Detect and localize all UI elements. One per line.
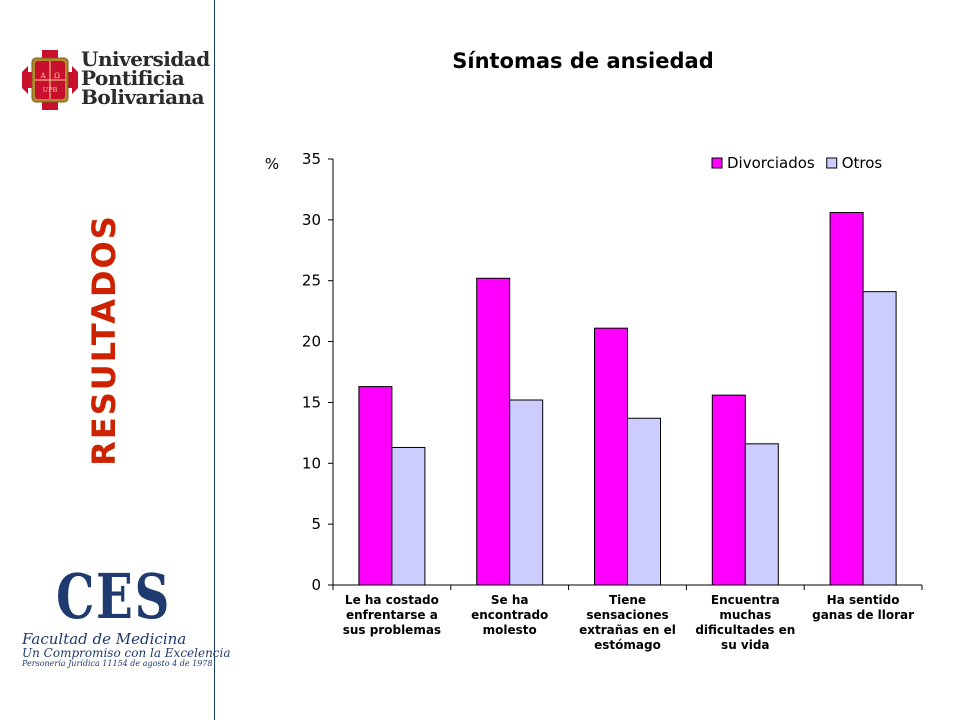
bar-otros <box>862 291 897 586</box>
x-tick-label: muchas <box>719 608 771 622</box>
x-tick-label: Se ha <box>491 593 529 607</box>
upb-crest-icon <box>22 50 78 110</box>
x-tick-label: Tiene <box>609 593 646 607</box>
crest-lettering: A Ω UPB <box>39 72 60 94</box>
legend-swatch <box>711 157 723 169</box>
bar-divorciados <box>358 386 393 586</box>
university-line: Universidad <box>81 47 210 71</box>
crest-letter: Ω <box>54 72 60 80</box>
ces-faculty: Facultad de Medicina <box>22 630 187 648</box>
bar-otros <box>391 446 426 586</box>
bar-divorciados <box>829 212 864 586</box>
crest-letter: UPB <box>43 86 58 94</box>
x-tick-label: estómago <box>594 638 661 652</box>
y-tick-label: 20 <box>302 333 321 351</box>
bar-divorciados <box>711 394 746 586</box>
x-tick-label: dificultades en <box>695 623 795 637</box>
ces-motto: Un Compromiso con la Excelencia <box>22 646 231 660</box>
chart-title: Síntomas de ansiedad <box>452 49 714 73</box>
y-tick-label: 35 <box>302 150 321 168</box>
y-tick-label: 5 <box>311 515 321 533</box>
university-line: Pontificia <box>81 66 185 90</box>
university-line: Bolivariana <box>81 85 205 109</box>
bar-otros <box>744 443 779 586</box>
sidebar-divider <box>214 0 215 720</box>
ces-logo-letters: CES <box>56 560 171 633</box>
ces-legal-text: Personería Jurídica 11154 de agosto 4 de… <box>22 659 213 668</box>
x-tick-label: ganas de llorar <box>812 608 914 622</box>
y-tick-label: 30 <box>302 211 321 229</box>
bar-otros <box>627 417 661 586</box>
x-tick-label: su vida <box>721 638 770 652</box>
legend-label: Otros <box>842 154 883 172</box>
x-tick-label: Ha sentido <box>827 593 900 607</box>
x-tick-label: molesto <box>483 623 537 637</box>
y-tick-label: 0 <box>311 576 321 594</box>
y-axis-label: % <box>265 155 279 173</box>
y-tick-label: 10 <box>302 454 321 472</box>
bar-otros <box>509 399 544 586</box>
y-tick-label: 15 <box>302 393 321 411</box>
y-tick-label: 25 <box>302 272 321 290</box>
x-tick-label: sus problemas <box>343 623 441 637</box>
legend-label: Divorciados <box>727 154 815 172</box>
x-tick-label: sensaciones <box>586 608 668 622</box>
crest-letter: A <box>39 72 46 80</box>
bar-divorciados <box>476 277 511 586</box>
x-tick-label: Encuentra <box>711 593 780 607</box>
university-logo-text: Universidad Pontificia Bolivariana <box>81 47 210 109</box>
x-tick-label: extrañas en el <box>579 623 676 637</box>
x-tick-label: Le ha costado <box>345 593 439 607</box>
bar-divorciados <box>594 327 628 586</box>
x-tick-label: enfrentarse a <box>346 608 438 622</box>
x-tick-label: encontrado <box>471 608 548 622</box>
legend-swatch <box>826 157 838 169</box>
